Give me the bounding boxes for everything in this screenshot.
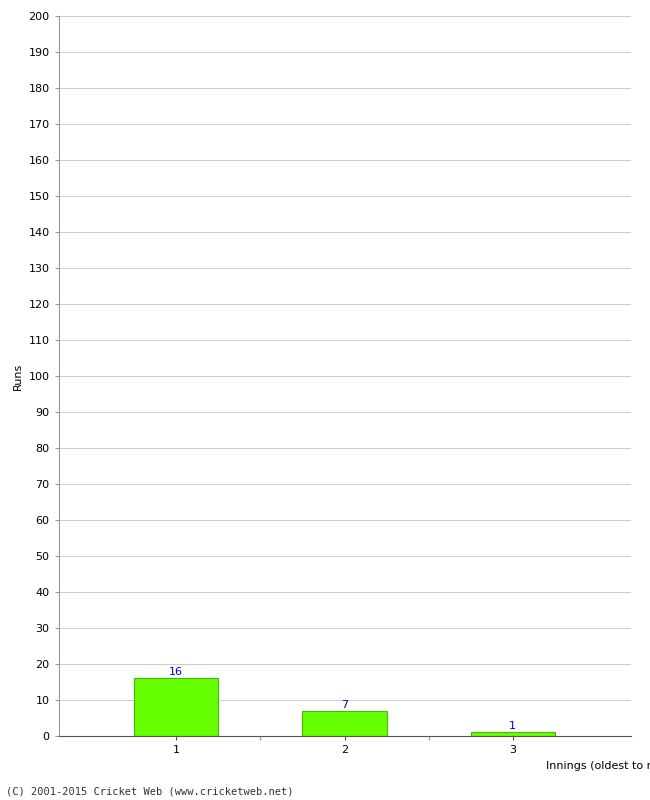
- Bar: [134, 678, 218, 736]
- Bar: [471, 733, 555, 736]
- Text: 1: 1: [509, 722, 516, 731]
- Y-axis label: Runs: Runs: [13, 362, 23, 390]
- Bar: [302, 711, 387, 736]
- Text: (C) 2001-2015 Cricket Web (www.cricketweb.net): (C) 2001-2015 Cricket Web (www.cricketwe…: [6, 786, 294, 796]
- Text: 16: 16: [169, 667, 183, 678]
- X-axis label: Innings (oldest to newest): Innings (oldest to newest): [547, 762, 650, 771]
- Text: 7: 7: [341, 700, 348, 710]
